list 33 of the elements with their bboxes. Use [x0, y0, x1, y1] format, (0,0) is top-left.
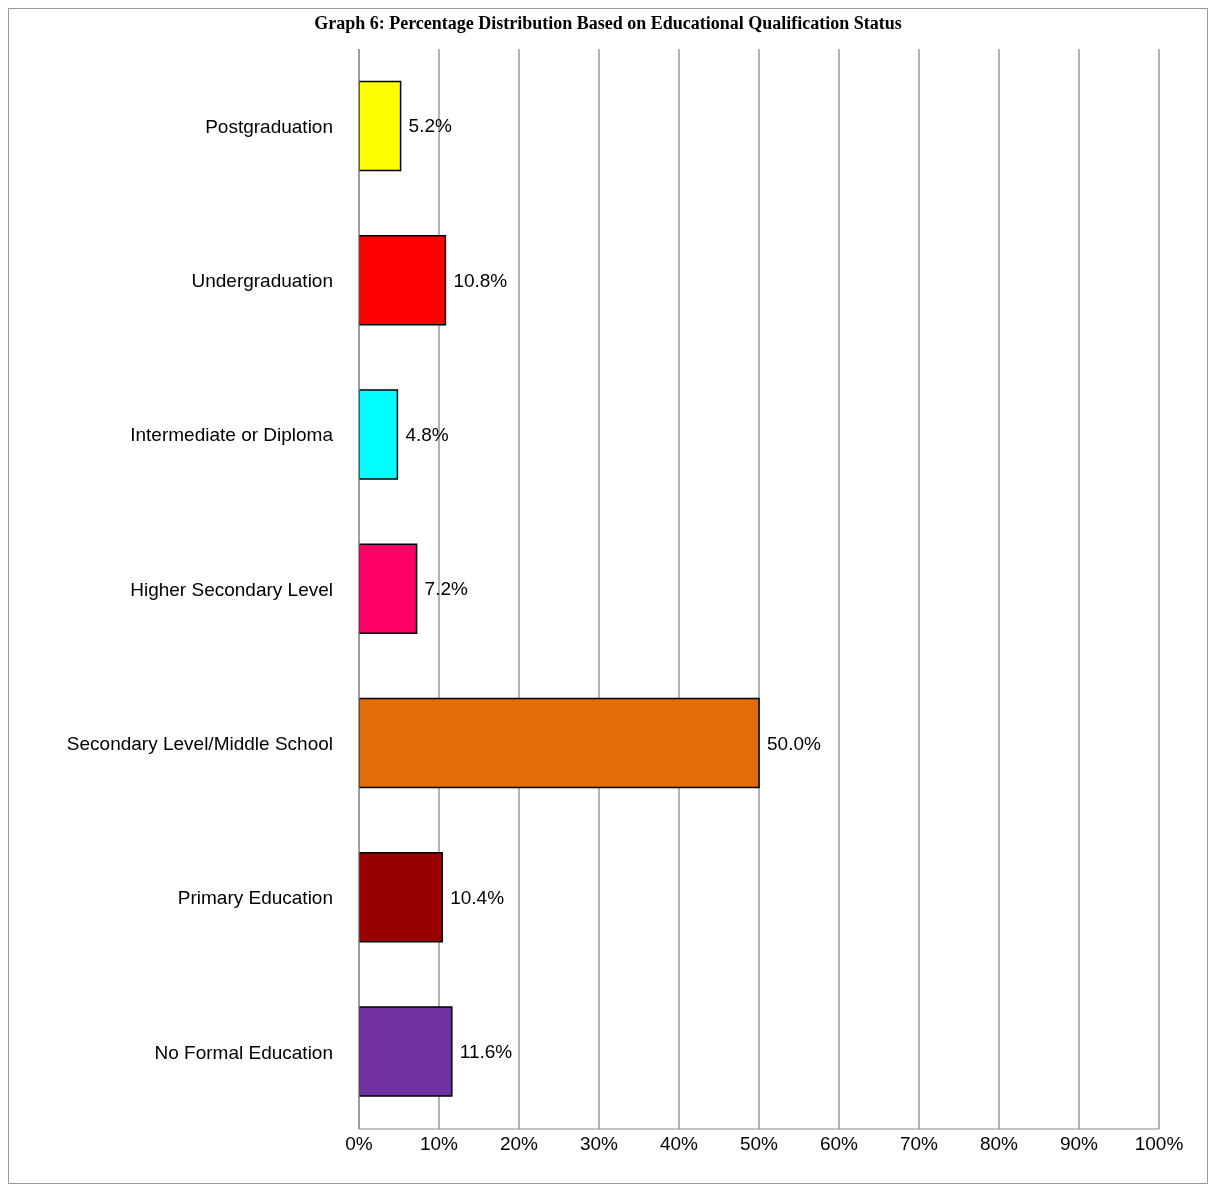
x-tick-label: 0%: [345, 1133, 373, 1155]
data-label: 7.2%: [424, 578, 469, 600]
bar: [359, 1006, 453, 1097]
y-tick-label: No Formal Education: [154, 1041, 333, 1063]
bar: [359, 80, 402, 172]
data-label: 50.0%: [767, 732, 821, 754]
x-tick-label: 80%: [979, 1133, 1019, 1155]
bar: [359, 543, 418, 635]
x-tick-label: 30%: [579, 1133, 619, 1155]
x-tick-label: 70%: [899, 1133, 939, 1155]
data-label: 10.8%: [453, 269, 508, 291]
chart-title: Graph 6: Percentage Distribution Based on Educational Qualification Status: [313, 12, 903, 35]
bar: [359, 389, 399, 480]
x-tick-label: 40%: [659, 1133, 699, 1155]
x-tick-label: 50%: [739, 1133, 779, 1155]
data-label: 11.6%: [459, 1041, 513, 1063]
x-tick-label: 100%: [1134, 1133, 1184, 1155]
x-tick-label: 10%: [419, 1133, 459, 1155]
bar: [359, 697, 760, 789]
x-tick-label: 90%: [1059, 1133, 1099, 1155]
x-tick-label: 20%: [499, 1133, 539, 1155]
x-tick-label: 60%: [819, 1133, 859, 1155]
y-tick-label: Undergraduation: [191, 270, 333, 292]
y-tick-label: Higher Secondary Level: [130, 578, 333, 600]
y-tick-label: Primary Education: [177, 887, 333, 909]
data-label: 4.8%: [405, 423, 449, 445]
bar: [359, 234, 447, 326]
bar: [359, 852, 443, 943]
y-tick-label: Postgraduation: [205, 115, 333, 137]
y-tick-label: Intermediate or Diploma: [130, 424, 334, 446]
data-label: 5.2%: [408, 115, 453, 137]
data-label: 10.4%: [450, 886, 505, 908]
y-tick-label: Secondary Level/Middle School: [66, 733, 333, 755]
